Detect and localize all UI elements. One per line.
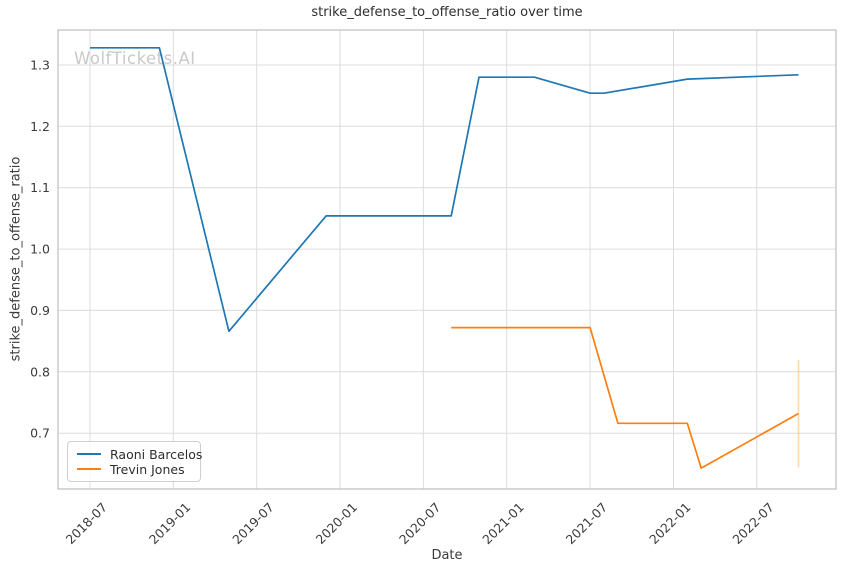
x-axis-label: Date [431,548,463,563]
chart-title: strike_defense_to_offense_ratio over tim… [311,5,583,20]
y-tick-label: 1.3 [30,58,50,73]
legend-item: Raoni Barcelos [77,447,202,462]
y-tick-label: 0.7 [30,426,50,441]
y-tick-label: 0.9 [30,303,50,318]
x-tick-label: 2022-01 [646,500,694,548]
y-tick-label: 1.1 [30,180,50,195]
watermark: WolfTickets.AI [74,49,196,68]
legend-item: Trevin Jones [77,461,191,477]
legend-label: Trevin Jones [110,461,185,477]
x-tick-label: 2021-07 [563,500,611,548]
y-tick-label: 1.2 [30,119,50,134]
x-tick-label: 2019-01 [146,500,194,548]
x-tick-label: 2021-01 [479,500,527,548]
y-tick-label: 1.0 [30,242,50,257]
legend-line-sample [77,468,101,470]
plot-border [57,29,837,490]
x-tick-label: 2020-07 [396,500,444,548]
legend: Raoni Barcelos Trevin Jones [67,441,202,482]
legend-label: Raoni Barcelos [110,446,203,462]
x-tick-label: 2022-07 [729,500,777,548]
series-line-raoni-barcelos [90,46,799,333]
legend-line-sample [77,453,101,455]
x-tick-label: 2019-07 [229,500,277,548]
y-tick-label: 0.8 [30,364,50,379]
y-axis-label: strike_defense_to_offense_ratio [8,156,24,362]
x-tick-label: 2020-01 [313,500,361,548]
x-tick-label: 2018-07 [63,500,111,548]
series-line-trevin-jones [451,326,799,469]
